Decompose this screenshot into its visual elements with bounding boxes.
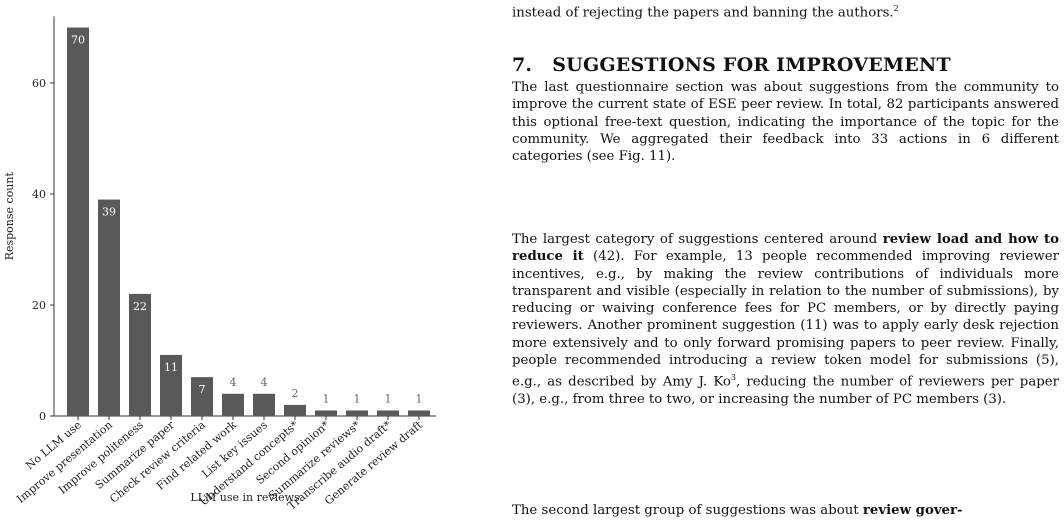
bar-value-label: 11 [164,361,178,374]
bar-2 [98,199,120,416]
bar-6 [222,393,244,416]
bar-value-label: 1 [416,392,423,405]
bar-value-label: 4 [261,376,268,389]
continuation-line: instead of rejecting the papers and bann… [512,4,899,20]
footnote-marker: 3 [730,373,737,382]
y-tick-label: 60 [32,77,46,90]
bar-value-label: 39 [102,206,116,219]
para3-bold: review gover- [862,503,963,518]
bar-value-label: 2 [292,387,299,400]
bar-3 [129,293,151,416]
bar-10 [346,410,368,416]
text-column: instead of rejecting the papers and bann… [512,0,1059,525]
continuation-text: instead of rejecting the papers and bann… [512,5,894,21]
bar-value-label: 7 [199,383,206,396]
x-axis-label: LLM use in reviews [190,491,300,504]
bar-7 [253,393,275,416]
bar-value-label: 22 [133,300,147,313]
bar-value-label: 4 [230,376,237,389]
section-heading: 7. SUGGESTIONS FOR IMPROVEMENT [512,54,951,76]
para2-bold: review load and how to reduce it [512,232,1059,265]
footnote-marker: 2 [893,4,899,13]
para2-start: The largest category of suggestions cent… [512,232,883,247]
paragraph-3: The second largest group of suggestions … [512,502,1059,519]
bar-value-label: 1 [385,392,392,405]
section-number: 7. [512,54,533,76]
y-tick-label: 40 [32,188,46,201]
bar-1 [67,27,89,416]
bar-chart: 0 20 40 60 Response count 70 No LLM use 39 Impro… [0,0,500,525]
bar-12 [408,410,430,416]
para2-end: , reducing the number of reviewers per p… [512,374,1059,407]
para3-start: The second largest group of suggestions … [512,503,863,518]
paragraph-2: The largest category of suggestions cent… [512,231,1059,408]
bar-8 [284,404,306,416]
bar-value-label: 70 [71,34,85,47]
y-axis-label: Response count [3,172,16,261]
section-title: SUGGESTIONS FOR IMPROVEMENT [552,54,951,76]
para2-mid: (42). For example, 13 people recommended… [512,249,1059,390]
bar-9 [315,410,337,416]
bar-11 [377,410,399,416]
bar-5 [191,377,213,416]
bar-value-label: 1 [323,392,330,405]
paragraph-1: The last questionnaire section was about… [512,80,1059,164]
bar-value-label: 1 [354,392,361,405]
y-tick-label: 0 [39,410,46,423]
bar-4 [160,354,182,416]
y-tick-label: 20 [32,299,46,312]
